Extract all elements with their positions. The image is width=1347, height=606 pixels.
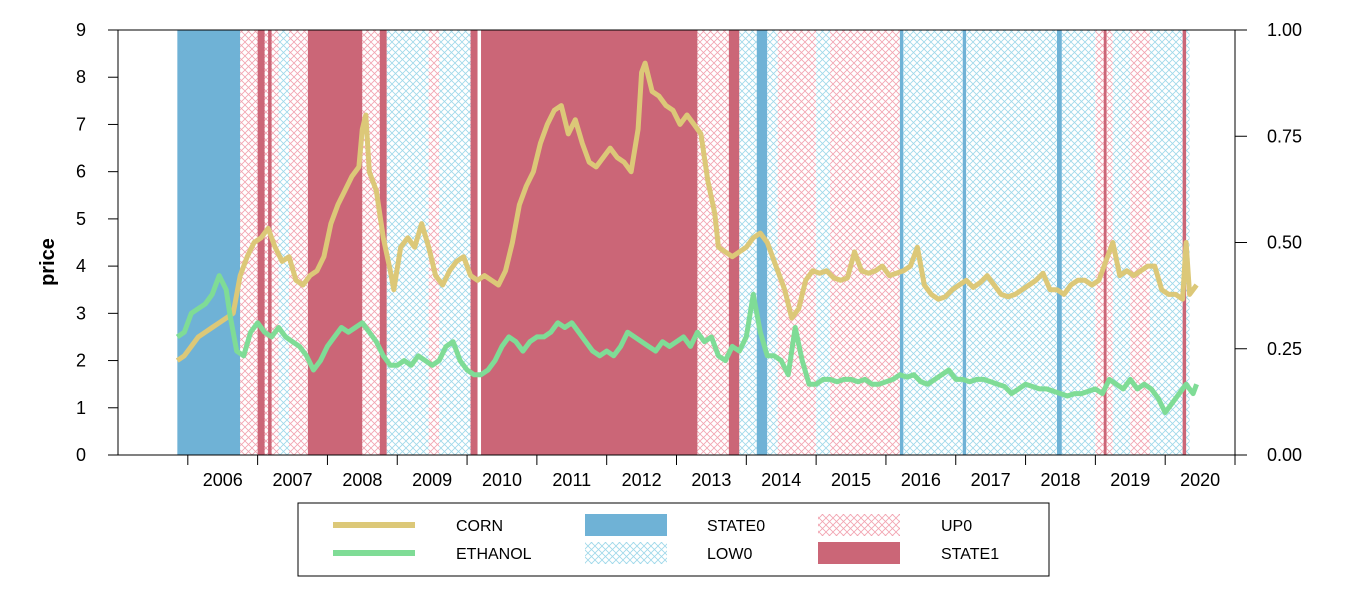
x-tick-label: 2019 — [1110, 470, 1150, 490]
regime-band-state1 — [728, 30, 740, 455]
y-tick-label: 5 — [76, 209, 86, 229]
x-tick-label: 2017 — [971, 470, 1011, 490]
x-tick-label: 2020 — [1180, 470, 1220, 490]
y-tick-label: 9 — [76, 20, 86, 40]
regime-band-low0 — [903, 30, 963, 455]
y2-tick-label: 1.00 — [1267, 20, 1302, 40]
x-tick-label: 2007 — [273, 470, 313, 490]
legend-swatch-state0 — [585, 514, 667, 536]
regime-band-state1 — [1103, 30, 1107, 455]
regime-band-low0 — [767, 30, 778, 455]
regime-band-state0 — [1056, 30, 1062, 455]
regime-band-state1 — [470, 30, 478, 455]
legend-box — [297, 502, 1050, 577]
x-tick-label: 2006 — [203, 470, 243, 490]
y2-tick-label: 0.00 — [1267, 445, 1302, 465]
y2-tick-label: 0.25 — [1267, 339, 1302, 359]
regime-band-state1 — [307, 30, 363, 455]
x-axis: 2006 2007 2008 2009 2010 2011 2012 2013 2014 2015… — [187, 455, 1236, 490]
regime-band-up0 — [289, 30, 308, 455]
x-tick-label: 2010 — [482, 470, 522, 490]
legend-label-up0: UP0 — [941, 518, 972, 535]
regime-band-low0 — [386, 30, 429, 455]
regime-band-low0 — [1061, 30, 1096, 455]
x-tick-label: 2013 — [691, 470, 731, 490]
regime-band-state0 — [177, 30, 241, 455]
y-tick-label: 0 — [76, 445, 86, 465]
regime-band-state1 — [268, 30, 272, 455]
regime-band-up0 — [1130, 30, 1150, 455]
regime-band-up0 — [362, 30, 380, 455]
y-tick-label: 1 — [76, 398, 86, 418]
regime-band-up0 — [777, 30, 817, 455]
y-tick-label: 2 — [76, 351, 86, 371]
x-tick-label: 2012 — [622, 470, 662, 490]
regime-band-low0 — [1112, 30, 1131, 455]
series-lines — [175, 60, 1199, 415]
x-tick-label: 2008 — [342, 470, 382, 490]
legend-label-state0: STATE0 — [707, 518, 765, 535]
y-tick-label: 4 — [76, 256, 86, 276]
legend-label-corn: CORN — [456, 518, 503, 535]
y-tick-label: 6 — [76, 162, 86, 182]
x-tick-label: 2014 — [761, 470, 801, 490]
x-tick-label: 2009 — [412, 470, 452, 490]
legend: CORN STATE0 UP0 ETHANOL LOW0 STATE1 — [297, 502, 1050, 577]
y2-tick-label: 0.50 — [1267, 233, 1302, 253]
y-axis-left: 0 1 2 3 4 5 6 7 8 9 — [76, 20, 118, 465]
regime-band-up0 — [697, 30, 729, 455]
regime-band-up0 — [428, 30, 440, 455]
series-line-corn — [175, 60, 1199, 363]
x-tick-label: 2018 — [1040, 470, 1080, 490]
x-tick-label: 2015 — [831, 470, 871, 490]
regime-band-low0 — [439, 30, 471, 455]
legend-label-low0: LOW0 — [707, 546, 752, 563]
y-axis-right: 0.00 0.25 0.50 0.75 1.00 — [1235, 20, 1302, 465]
x-tick-label: 2011 — [552, 470, 591, 490]
y-tick-label: 8 — [76, 67, 86, 87]
regime-band-state0 — [756, 30, 768, 455]
regime-band-state0 — [962, 30, 967, 455]
y-axis-title: price — [37, 238, 59, 286]
y-tick-label: 7 — [76, 114, 86, 134]
legend-swatch-up0 — [818, 514, 900, 536]
legend-label-state1: STATE1 — [941, 546, 999, 563]
x-tick-label: 2016 — [901, 470, 941, 490]
legend-swatch-state1 — [818, 542, 900, 564]
regime-shading — [177, 30, 1190, 455]
y-tick-label: 3 — [76, 303, 86, 323]
legend-swatch-low0 — [585, 542, 667, 564]
y2-tick-label: 0.75 — [1267, 126, 1302, 146]
legend-label-ethanol: ETHANOL — [456, 546, 532, 563]
regime-band-low0 — [966, 30, 1057, 455]
regime-band-low0 — [816, 30, 831, 455]
regime-band-low0 — [278, 30, 290, 455]
regime-band-state0 — [899, 30, 904, 455]
regime-band-up0 — [830, 30, 900, 455]
regime-band-state1 — [257, 30, 265, 455]
series-line-ethanol — [175, 273, 1199, 415]
